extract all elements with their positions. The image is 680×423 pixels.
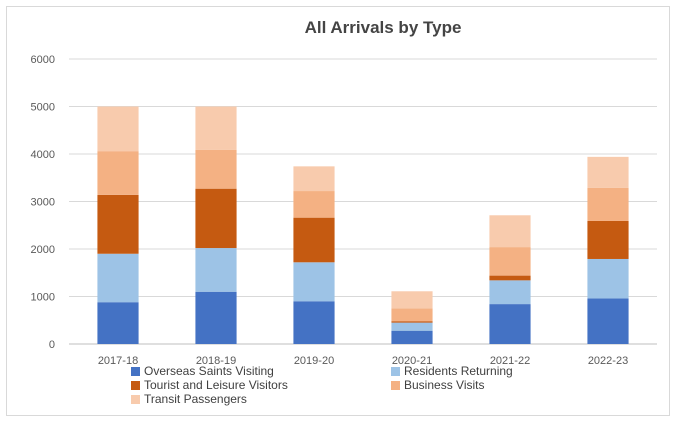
bar-segment-overseas-saints-visiting bbox=[293, 301, 335, 344]
legend-label: Overseas Saints Visiting bbox=[144, 364, 274, 378]
bar-segment-business-visits bbox=[391, 308, 433, 322]
bar-segment-tourist-and-leisure-visitors bbox=[391, 321, 433, 323]
y-tick-label: 3000 bbox=[31, 197, 55, 209]
bar-segment-business-visits bbox=[195, 149, 237, 189]
bar-segment-overseas-saints-visiting bbox=[489, 304, 531, 344]
legend-label: Business Visits bbox=[404, 378, 484, 392]
y-tick-label: 5000 bbox=[31, 102, 55, 114]
x-tick-label: 2021-22 bbox=[490, 355, 530, 367]
bar-segment-business-visits bbox=[97, 151, 139, 195]
bar-segment-tourist-and-leisure-visitors bbox=[489, 275, 531, 281]
bar-segment-overseas-saints-visiting bbox=[587, 298, 629, 344]
y-tick-label: 2000 bbox=[31, 244, 55, 256]
y-tick-label: 4000 bbox=[31, 149, 55, 161]
legend-swatch bbox=[391, 367, 400, 376]
x-tick-label: 2019-20 bbox=[294, 355, 334, 367]
bar-segment-residents-returning bbox=[587, 258, 629, 299]
x-tick-label: 2022-23 bbox=[588, 355, 628, 367]
bar-segment-business-visits bbox=[489, 247, 531, 276]
bar-segment-business-visits bbox=[293, 191, 335, 218]
legend-label: Residents Returning bbox=[404, 364, 513, 378]
bar-segment-business-visits bbox=[587, 187, 629, 221]
bar-segment-transit-passengers bbox=[97, 106, 139, 152]
chart-title: All Arrivals by Type bbox=[305, 18, 462, 37]
bar-segment-overseas-saints-visiting bbox=[195, 291, 237, 344]
bar-segment-residents-returning bbox=[489, 280, 531, 305]
legend: Overseas Saints Visiting Residents Return… bbox=[131, 364, 513, 406]
bar-segment-transit-passengers bbox=[489, 215, 531, 248]
legend-label: Tourist and Leisure Visitors bbox=[144, 378, 288, 392]
bar-segment-tourist-and-leisure-visitors bbox=[195, 188, 237, 249]
legend-swatch bbox=[131, 395, 140, 404]
y-tick-label: 1000 bbox=[31, 292, 55, 304]
legend-swatch bbox=[131, 381, 140, 390]
bar-segment-overseas-saints-visiting bbox=[97, 302, 139, 344]
x-axis-ticks: 2017-18 2018-19 2019-20 2020-21 2021-22 2022-… bbox=[98, 355, 628, 367]
bar-segment-tourist-and-leisure-visitors bbox=[97, 194, 139, 254]
bar-segment-residents-returning bbox=[195, 248, 237, 292]
x-tick-label: 2017-18 bbox=[98, 355, 138, 367]
gridlines bbox=[69, 58, 657, 345]
bar-segment-tourist-and-leisure-visitors bbox=[587, 220, 629, 259]
chart-frame: All Arrivals by Type 0 1000 2000 3000 4000 50… bbox=[6, 6, 670, 416]
bar-segment-overseas-saints-visiting bbox=[391, 330, 433, 344]
stacked-bar-chart: All Arrivals by Type 0 1000 2000 3000 4000 50… bbox=[31, 18, 657, 406]
bar-segment-residents-returning bbox=[293, 262, 335, 302]
y-axis-ticks: 0 1000 2000 3000 4000 5000 6000 bbox=[31, 54, 55, 351]
bar-segment-transit-passengers bbox=[391, 291, 433, 309]
bar-segment-residents-returning bbox=[391, 322, 433, 331]
y-tick-label: 0 bbox=[49, 339, 55, 351]
legend-label: Transit Passengers bbox=[144, 392, 247, 406]
legend-swatch bbox=[391, 381, 400, 390]
y-tick-label: 6000 bbox=[31, 54, 55, 66]
bar-segment-transit-passengers bbox=[587, 156, 629, 188]
bar-segment-transit-passengers bbox=[293, 166, 335, 192]
bar-segment-transit-passengers bbox=[195, 106, 237, 150]
bar-segment-residents-returning bbox=[97, 253, 139, 303]
x-tick-label: 2018-19 bbox=[196, 355, 236, 367]
x-tick-label: 2020-21 bbox=[392, 355, 432, 367]
legend-swatch bbox=[131, 367, 140, 376]
bar-segment-tourist-and-leisure-visitors bbox=[293, 217, 335, 263]
bars bbox=[97, 106, 629, 344]
